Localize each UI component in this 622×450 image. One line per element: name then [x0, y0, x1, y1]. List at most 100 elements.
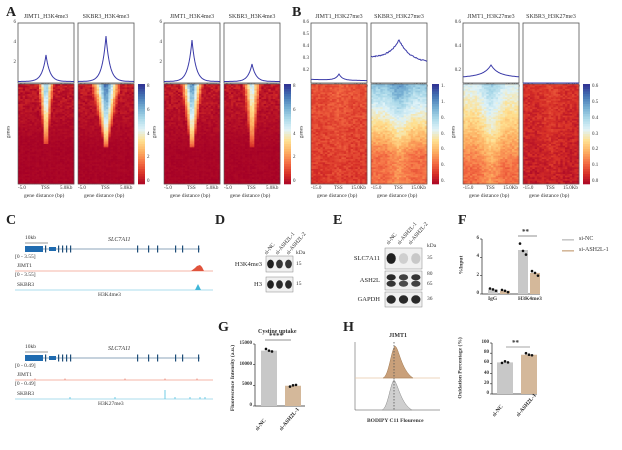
profile-a-4	[223, 22, 281, 84]
colorbar-tick-label: 0	[293, 179, 296, 184]
data-point	[503, 289, 507, 293]
profile-a-2-title: SKBR3_H3K4me3	[82, 14, 130, 20]
y-tick-label: 20	[484, 380, 489, 386]
y-tick-label: 0	[476, 291, 480, 296]
x-tick-label: TSS	[486, 186, 495, 191]
flow-histogram	[354, 342, 440, 411]
blot-e-lane-label: si-NC	[385, 232, 399, 246]
x-tick-label: H3K4me3	[518, 296, 542, 302]
blot-d-kda-h3: 15	[296, 281, 302, 287]
y-axis-label-genes: genes	[298, 125, 305, 139]
blot-d-lane-label: si-NC	[263, 242, 277, 256]
x-tick-label: TSS	[546, 186, 555, 191]
data-point	[533, 271, 537, 275]
x-tick-label: -5.0	[224, 186, 232, 191]
colorbar-b-2	[583, 84, 590, 185]
x-axis-label: gene distance (bp)	[529, 193, 570, 199]
bar-si-ASH2L-1	[521, 354, 537, 394]
blot-d-h3k4me3	[265, 255, 294, 273]
blot-e-ash2l	[384, 270, 423, 291]
chart-h-svg	[490, 342, 537, 395]
y-axis-label-genes: genes	[151, 125, 158, 139]
profile-line	[164, 39, 220, 82]
y-tick-label: 0	[249, 403, 253, 408]
colorbar-tick-label: 0.2	[592, 147, 599, 153]
blot-e-kda-ash2l-65: 65	[427, 281, 433, 287]
colorbar-tick-label: 1.	[441, 99, 445, 105]
y-tick-label: 40	[484, 370, 489, 376]
colorbar-tick-label: 6	[293, 107, 296, 113]
bar-si-NC-IgG	[488, 289, 498, 294]
panel-label-g: G	[218, 320, 229, 335]
x-tick-label: 5.0Kb	[206, 186, 219, 191]
track-bottom-sample-2: SKBR3	[17, 391, 35, 397]
x-tick-label: TSS	[247, 186, 256, 191]
track-top-range-2: [0 - 3.55]	[15, 272, 36, 278]
x-tick-label: TSS	[187, 186, 196, 191]
bar-si-NC-H3K4me3	[518, 250, 528, 294]
y-axis-label: Oxidation Percentage (%)	[457, 337, 464, 399]
colorbar-tick-label: 0.	[441, 115, 445, 121]
colorbar-a-1	[138, 84, 145, 185]
data-point	[527, 353, 531, 357]
x-tick-label: 15.0Kb	[503, 186, 518, 191]
profile-b-1-title: JIMT1_H3K27me3	[315, 14, 363, 20]
profile-a-1	[17, 22, 75, 84]
blot-e-kda-gapdh: 36	[427, 296, 433, 302]
x-tick-label: -15.0	[463, 186, 474, 191]
blot-d-label-h3: H3	[254, 281, 262, 288]
track-top-scale-label: 10kb	[25, 235, 36, 241]
x-axis-label: gene distance (bp)	[317, 193, 358, 199]
colorbar-tick-label: 0.6	[592, 84, 599, 89]
x-tick-label: 15.0Kb	[411, 186, 426, 191]
profile-b-1	[310, 22, 368, 84]
x-tick-label: TSS	[41, 186, 50, 191]
panel-label-f: F	[458, 213, 467, 228]
blot-d-kda-h3k4me3: 15	[296, 261, 302, 267]
heatmap-a-4	[223, 83, 281, 185]
chart-f-svg	[480, 235, 540, 295]
data-point	[521, 249, 525, 253]
blot-e-slc7a11	[384, 247, 423, 270]
colorbar-tick-label: 4	[147, 131, 150, 137]
track-top-sample-1: JIMT1	[17, 263, 32, 269]
flow-x-axis-label: BODIPY C11 Flourence	[367, 418, 424, 424]
profile-a-2	[77, 22, 135, 84]
blot-e-label-slc7a11: SLC7A11	[353, 255, 380, 262]
data-point	[294, 383, 298, 387]
data-point	[291, 384, 295, 387]
legend-swatch	[562, 239, 574, 241]
heatmap-b-3	[462, 83, 520, 185]
blot-d-kda-header: kDa	[296, 250, 306, 256]
chart-g-svg	[253, 339, 305, 407]
blot-e-kda-ash2l-80: 80	[427, 271, 433, 277]
y-tick-label: 0.3	[302, 56, 309, 61]
x-axis-label: gene distance (bp)	[377, 193, 418, 199]
profile-b-3	[462, 22, 520, 84]
blot-e-kda-slc7a11: 35	[427, 255, 433, 261]
legend-swatch	[562, 250, 574, 252]
x-tick-label: 5.0Kb	[60, 186, 73, 191]
track-bottom-gene-name: SLC7A11	[108, 346, 131, 352]
profile-b-4	[522, 22, 580, 84]
x-tick-label: TSS	[334, 186, 343, 191]
x-tick-label: -5.0	[78, 186, 86, 191]
y-tick-label: 0	[486, 391, 490, 396]
colorbar-tick-label: 0.1	[592, 163, 599, 169]
track-top-gene-name: SLC7A11	[108, 237, 131, 243]
colorbar-a-2	[284, 84, 291, 185]
data-point	[488, 287, 492, 290]
x-tick-label: 5.0Kb	[120, 186, 133, 191]
track-bottom-sample-1: JIMT1	[17, 372, 32, 378]
x-tick-label: -15.0	[371, 186, 382, 191]
blot-d-label-h3k4me3: H3K4me3	[234, 261, 262, 268]
colorbar-tick-label: 2	[147, 155, 150, 161]
profile-b-4-title: SKBR3_H3K27me3	[526, 14, 576, 20]
bar-si-ASH2L-1-H3K4me3	[530, 272, 540, 294]
y-axis-label-genes: genes	[5, 125, 12, 139]
profile-line	[78, 35, 134, 82]
blot-e-label-gapdh: GAPDH	[357, 296, 380, 303]
bar-si-NC	[497, 362, 513, 394]
y-tick-label: 10000	[239, 361, 253, 367]
colorbar-tick-label: 0.3	[592, 131, 599, 137]
